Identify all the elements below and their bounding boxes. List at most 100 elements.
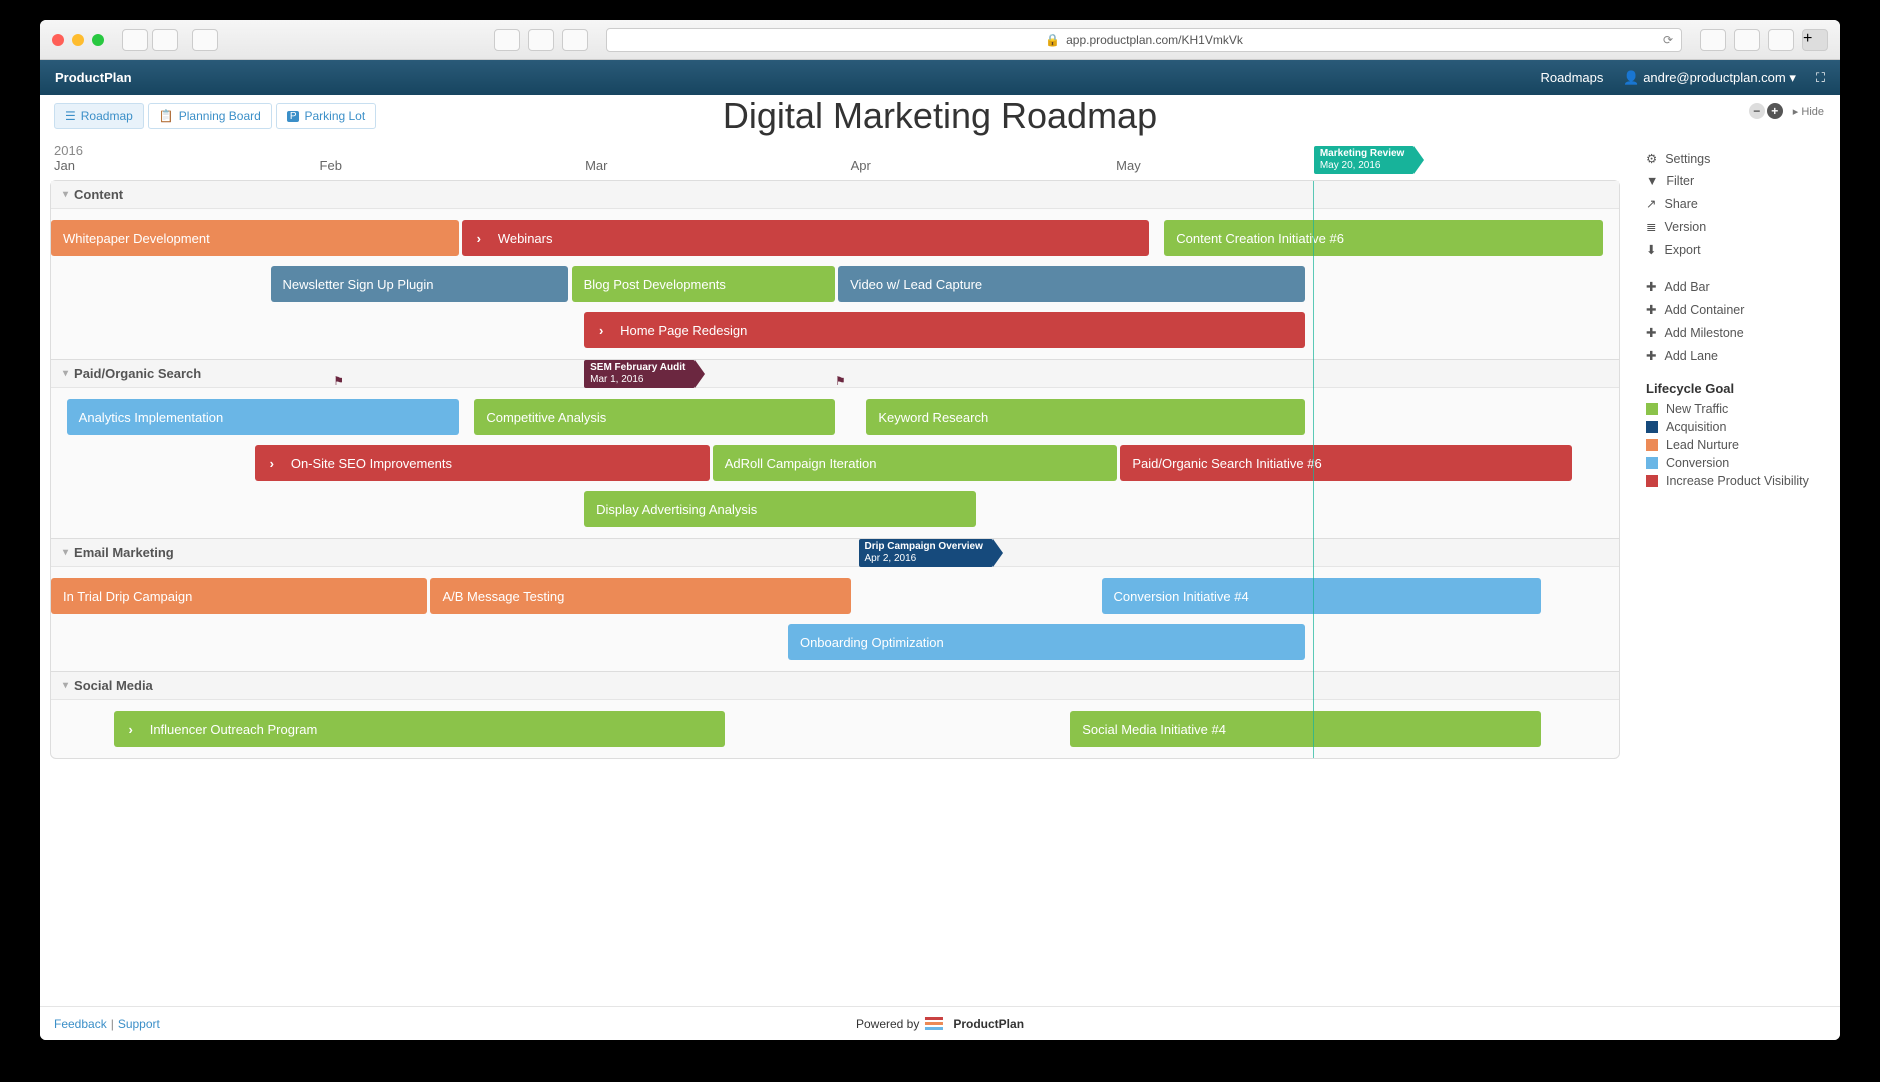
roadmap-bar[interactable]: Paid/Organic Search Initiative #6 — [1120, 445, 1572, 481]
month-label: Jan — [54, 158, 75, 173]
browser-window: 🔒 app.productplan.com/KH1VmkVk ⟳ + Produ… — [40, 20, 1840, 1040]
tab-parking[interactable]: PParking Lot — [276, 103, 376, 129]
lane: ▾Social Media ›Influencer Outreach Progra… — [51, 672, 1619, 758]
tab-roadmap[interactable]: ☰Roadmap — [54, 103, 144, 129]
url-text: app.productplan.com/KH1VmkVk — [1066, 33, 1243, 47]
fullscreen-icon[interactable]: ⛶ — [1816, 70, 1825, 86]
roadmap-bar[interactable]: Content Creation Initiative #6 — [1164, 220, 1603, 256]
roadmap-bar[interactable]: AdRoll Campaign Iteration — [713, 445, 1118, 481]
hide-link[interactable]: ▸ Hide — [1793, 105, 1824, 118]
powered-by: Powered by ProductPlan — [856, 1017, 1024, 1031]
filter-link[interactable]: ▼ Filter — [1646, 170, 1824, 192]
lane-row: In Trial Drip CampaignA/B Message Testin… — [51, 573, 1619, 619]
roadmap-bar[interactable]: A/B Message Testing — [430, 578, 850, 614]
tabs-button[interactable] — [1768, 29, 1794, 51]
roadmap-bar[interactable]: ›Webinars — [462, 220, 1149, 256]
milestone[interactable]: Drip Campaign OverviewApr 2, 2016 — [859, 539, 993, 567]
roadmap-bar[interactable]: Conversion Initiative #4 — [1102, 578, 1541, 614]
feedback-link[interactable]: Feedback — [54, 1017, 107, 1031]
brand[interactable]: ProductPlan — [55, 70, 132, 85]
lane-row: ›Influencer Outreach Program Social Media… — [51, 706, 1619, 752]
browser-chrome: 🔒 app.productplan.com/KH1VmkVk ⟳ + — [40, 20, 1840, 60]
roadmap-bar[interactable]: Display Advertising Analysis — [584, 491, 976, 527]
lane: ▾Content Whitepaper Development›Webinars C… — [51, 181, 1619, 360]
flag-icon[interactable]: ⚑ — [333, 374, 344, 388]
lane-title[interactable]: ▾Email Marketing — [51, 539, 1619, 567]
roadmap-bar[interactable]: ›On-Site SEO Improvements — [255, 445, 710, 481]
address-bar[interactable]: 🔒 app.productplan.com/KH1VmkVk ⟳ — [606, 28, 1682, 52]
ext-button[interactable] — [562, 29, 588, 51]
lane-row: Newsletter Sign Up PluginBlog Post Devel… — [51, 261, 1619, 307]
zoom-out[interactable]: − — [1749, 103, 1765, 119]
reload-icon[interactable]: ⟳ — [1663, 33, 1673, 47]
roadmap-bar[interactable]: Video w/ Lead Capture — [838, 266, 1305, 302]
new-tab-button[interactable]: + — [1802, 29, 1828, 51]
milestone-review[interactable]: Marketing Review May 20, 2016 — [1314, 146, 1414, 174]
add-container-link[interactable]: ✚ Add Container — [1646, 298, 1824, 321]
legend-item[interactable]: Conversion — [1646, 454, 1824, 472]
lanes-container: ▾Content Whitepaper Development›Webinars C… — [50, 180, 1620, 759]
version-link[interactable]: ≣ Version — [1646, 215, 1824, 238]
add-bar-link[interactable]: ✚ Add Bar — [1646, 275, 1824, 298]
settings-link[interactable]: ⚙ Settings — [1646, 147, 1824, 170]
month-label: May — [1116, 158, 1141, 173]
roadmap-bar[interactable]: Keyword Research — [866, 399, 1305, 435]
roadmaps-link[interactable]: Roadmaps — [1541, 70, 1604, 85]
share-link[interactable]: ↗ Share — [1646, 192, 1824, 215]
zoom-in[interactable]: + — [1767, 103, 1783, 119]
max-dot[interactable] — [92, 34, 104, 46]
lane-row: ›Home Page Redesign — [51, 307, 1619, 353]
tab-planning[interactable]: 📋Planning Board — [148, 103, 272, 129]
lane-title[interactable]: ▾Content — [51, 181, 1619, 209]
page-title: Digital Marketing Roadmap — [723, 95, 1157, 137]
issue-button[interactable] — [528, 29, 554, 51]
roadmap-bar[interactable]: ›Influencer Outreach Program — [114, 711, 726, 747]
side-panel: ⚙ Settings ▼ Filter ↗ Share ≣ Version ⬇ … — [1630, 137, 1840, 1006]
min-dot[interactable] — [72, 34, 84, 46]
roadmap-bar[interactable]: In Trial Drip Campaign — [51, 578, 427, 614]
add-milestone-link[interactable]: ✚ Add Milestone — [1646, 321, 1824, 344]
lane-row: Display Advertising Analysis — [51, 486, 1619, 532]
lane-row: Onboarding Optimization — [51, 619, 1619, 665]
lane-title[interactable]: ▾Social Media — [51, 672, 1619, 700]
flag-icon[interactable]: ⚑ — [835, 374, 846, 388]
legend-item[interactable]: Increase Product Visibility — [1646, 472, 1824, 490]
add-lane-link[interactable]: ✚ Add Lane — [1646, 344, 1824, 367]
lane: ▾Paid/Organic SearchSEM February AuditMa… — [51, 360, 1619, 539]
legend-item[interactable]: Lead Nurture — [1646, 436, 1824, 454]
roadmap-bar[interactable]: Competitive Analysis — [474, 399, 835, 435]
user-menu[interactable]: 👤 andre@productplan.com ▾ — [1623, 70, 1796, 86]
timeline-main: 2016 JanFebMarAprMay Marketing Review Ma… — [40, 137, 1630, 1006]
milestone[interactable]: SEM February AuditMar 1, 2016 — [584, 360, 695, 388]
roadmap-bar[interactable]: Blog Post Developments — [572, 266, 835, 302]
fwd-button[interactable] — [152, 29, 178, 51]
close-dot[interactable] — [52, 34, 64, 46]
subheader: ☰Roadmap 📋Planning Board PParking Lot Di… — [40, 95, 1840, 137]
back-button[interactable] — [122, 29, 148, 51]
download-button[interactable] — [1700, 29, 1726, 51]
month-label: Apr — [851, 158, 871, 173]
sidebar-toggle[interactable] — [192, 29, 218, 51]
share-button[interactable] — [1734, 29, 1760, 51]
roadmap-bar[interactable]: Social Media Initiative #4 — [1070, 711, 1540, 747]
lane-row: Whitepaper Development›Webinars Content C… — [51, 215, 1619, 261]
lane-row: ›On-Site SEO ImprovementsAdRoll Campaign… — [51, 440, 1619, 486]
lane-row: Analytics Implementation Competitive Anal… — [51, 394, 1619, 440]
month-label: Mar — [585, 158, 607, 173]
roadmap-bar[interactable]: Analytics Implementation — [67, 399, 459, 435]
export-link[interactable]: ⬇ Export — [1646, 238, 1824, 261]
app-header: ProductPlan Roadmaps 👤 andre@productplan… — [40, 60, 1840, 95]
roadmap-bar[interactable]: Onboarding Optimization — [788, 624, 1305, 660]
legend-item[interactable]: Acquisition — [1646, 418, 1824, 436]
lane: ▾Email MarketingDrip Campaign OverviewAp… — [51, 539, 1619, 672]
roadmap-bar[interactable]: ›Home Page Redesign — [584, 312, 1305, 348]
window-controls[interactable] — [52, 34, 104, 46]
reader-button[interactable] — [494, 29, 520, 51]
legend-item[interactable]: New Traffic — [1646, 400, 1824, 418]
roadmap-bar[interactable]: Whitepaper Development — [51, 220, 459, 256]
roadmap-bar[interactable]: Newsletter Sign Up Plugin — [271, 266, 569, 302]
support-link[interactable]: Support — [118, 1017, 160, 1031]
month-label: Feb — [320, 158, 342, 173]
today-line — [1313, 181, 1314, 758]
legend-title: Lifecycle Goal — [1646, 381, 1824, 396]
